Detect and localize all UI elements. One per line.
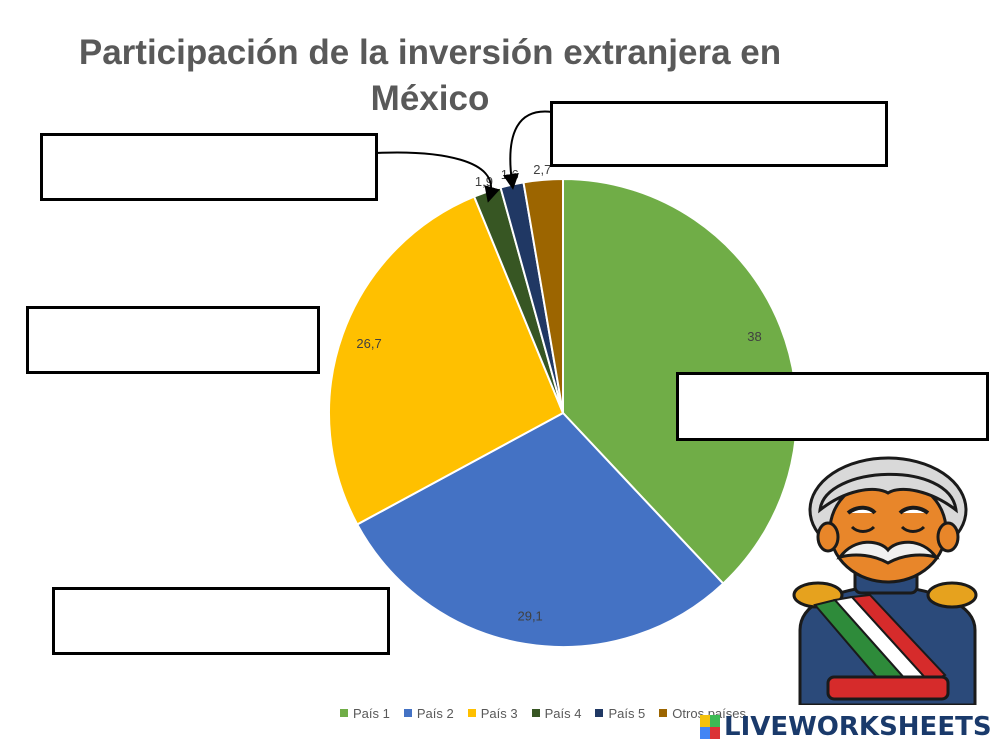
answer-box-right[interactable]	[676, 372, 989, 441]
legend-item-6: Otros países	[659, 704, 746, 722]
legend-label: País 3	[480, 705, 518, 721]
legend-label: País 1	[353, 705, 390, 721]
pie-slice-6	[522, 177, 564, 414]
legend-label: País 4	[544, 705, 582, 721]
legend-swatch-icon	[531, 709, 540, 717]
legend-label: Otros países	[672, 705, 746, 721]
leader-arrow-pais-5	[503, 110, 553, 190]
answer-box-top-left[interactable]	[40, 133, 378, 201]
chart-legend: País 1 País 2 País 3 País 4 País 5 Otros país…	[340, 704, 746, 722]
legend-label: País 5	[608, 705, 646, 721]
brand-text: LIVEWORKSHEETS	[724, 712, 992, 742]
answer-box-middle-left[interactable]	[26, 306, 320, 374]
slice-value-label-6: 2,7	[533, 162, 551, 177]
leader-arrow-pais-4	[374, 151, 500, 203]
legend-item-3: País 3	[467, 704, 518, 722]
brand-logo-icon	[700, 715, 720, 739]
legend-swatch-icon	[595, 709, 604, 717]
legend-item-5: País 5	[595, 704, 645, 722]
brand-footer: LIVEWORKSHEETS	[700, 712, 992, 742]
legend-swatch-icon	[340, 709, 348, 717]
legend-item-1: País 1	[340, 704, 390, 722]
chart-title: Participación de la inversión extranjera…	[78, 33, 782, 118]
slice-value-label-1: 38	[747, 329, 761, 344]
pie-slice-3	[328, 195, 565, 526]
answer-box-top-right[interactable]	[550, 101, 888, 167]
legend-swatch-icon	[403, 709, 412, 717]
pie-slice-2	[355, 411, 725, 648]
slice-value-label-3: 26,7	[356, 336, 381, 351]
legend-swatch-icon	[659, 709, 668, 717]
legend-swatch-icon	[467, 709, 476, 717]
legend-label: País 2	[416, 705, 454, 721]
slice-value-label-2: 29,1	[517, 608, 542, 623]
character-illustration	[792, 456, 978, 705]
answer-box-bottom-left[interactable]	[52, 587, 390, 655]
legend-item-2: País 2	[403, 704, 454, 722]
legend-item-4: País 4	[531, 704, 582, 722]
